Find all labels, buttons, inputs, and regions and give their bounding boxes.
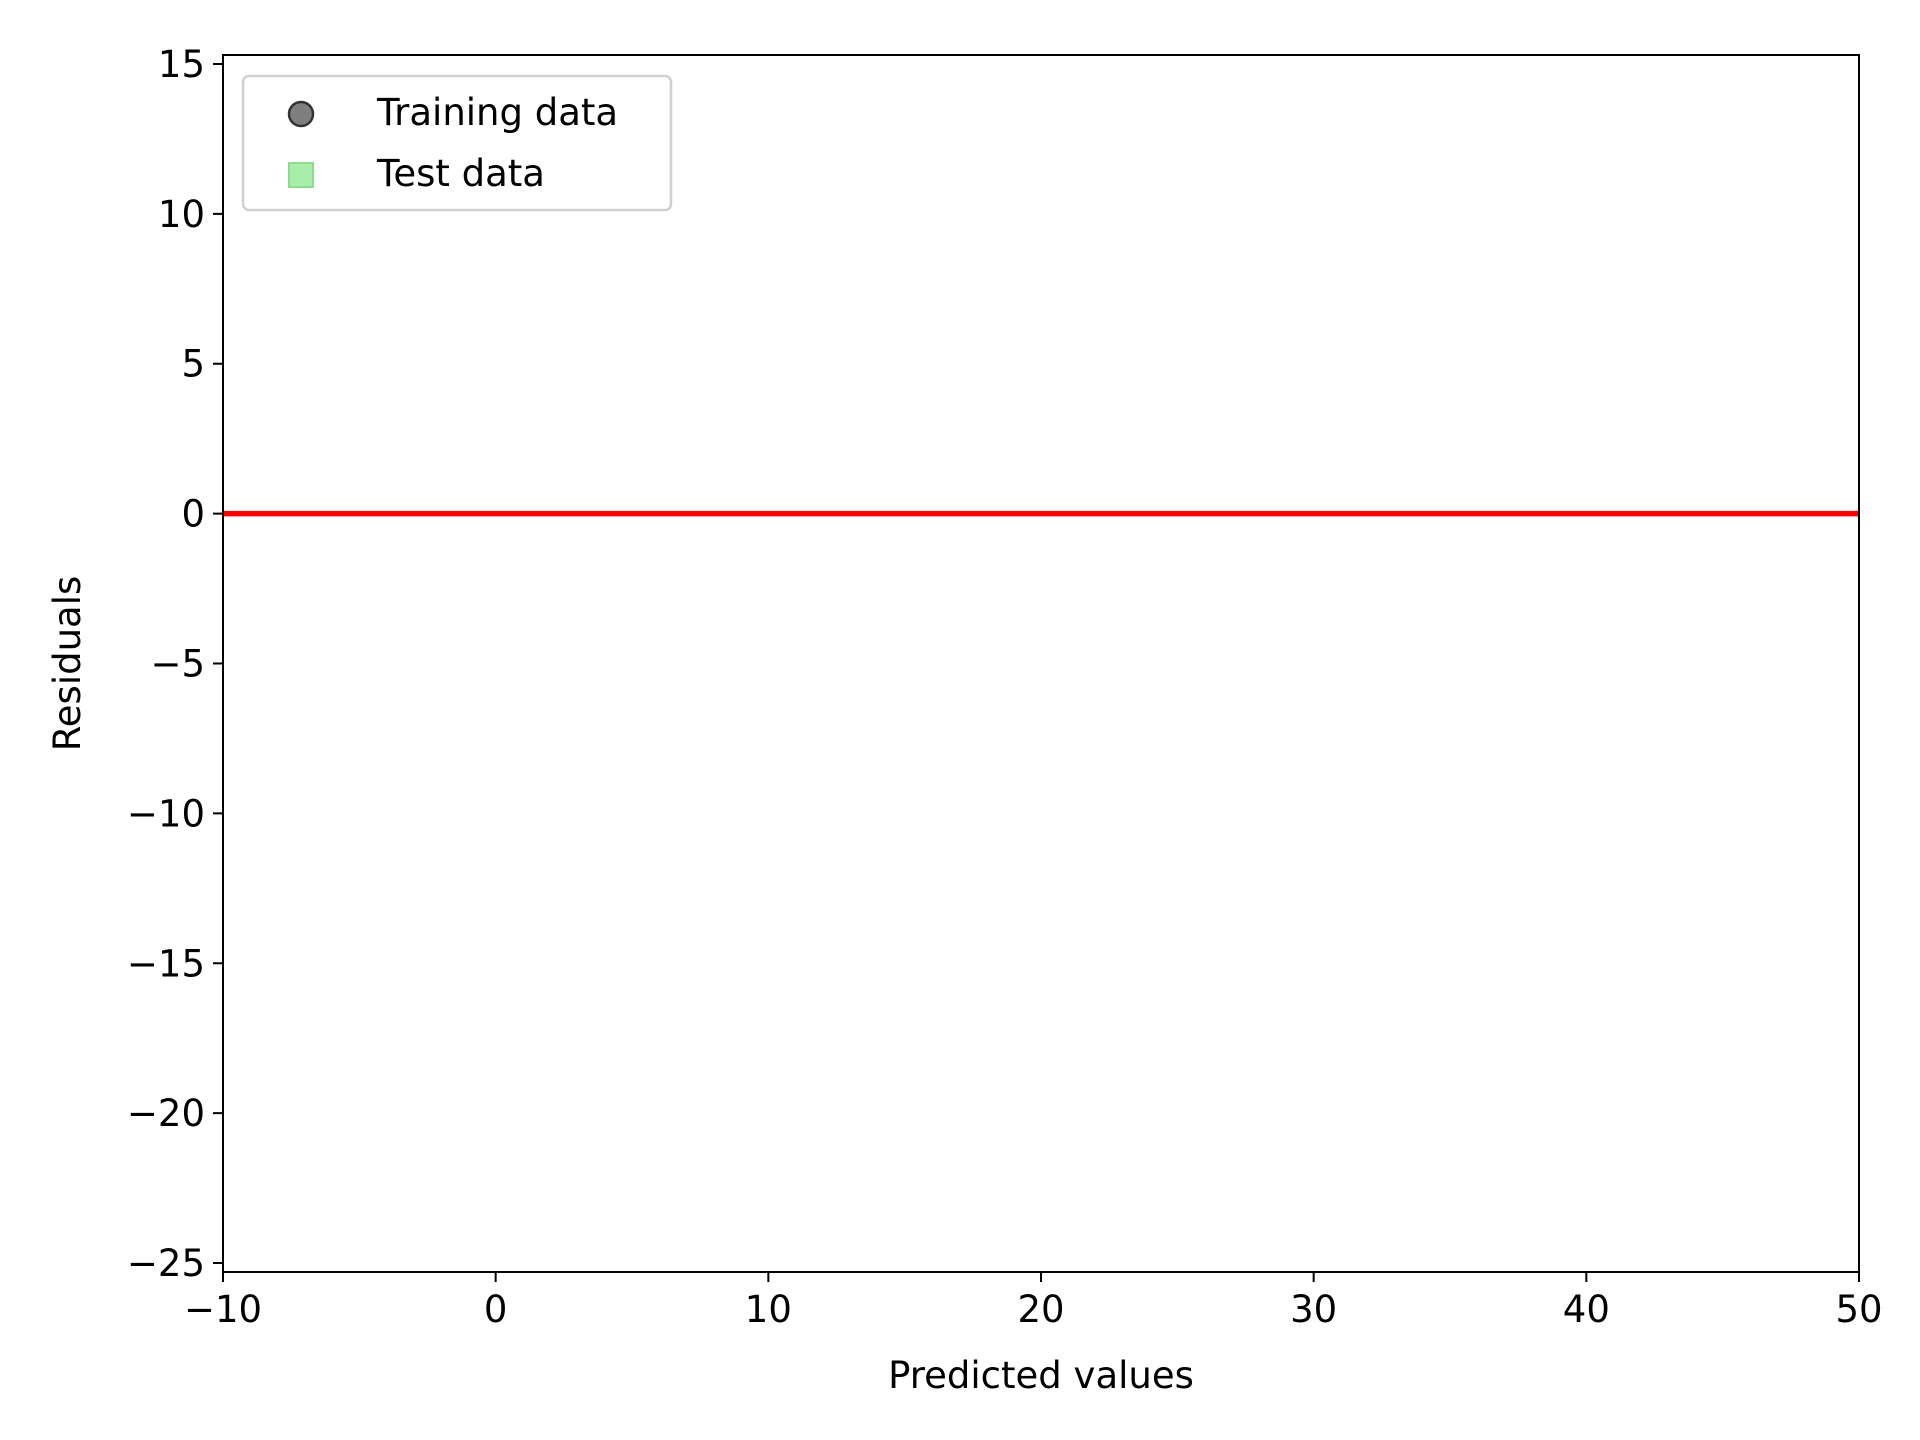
y-tick-label: −20 [127, 1092, 205, 1135]
y-axis-ticks: 15 10 5 0 −5 −10 −15 −20 −25 [127, 43, 223, 1285]
y-tick-label: 10 [158, 193, 205, 236]
legend-label-training-data: Training data [376, 91, 618, 134]
x-tick-label: 10 [745, 1288, 792, 1331]
x-tick-label: 50 [1835, 1288, 1882, 1331]
x-axis-label: Predicted values [888, 1354, 1194, 1397]
plot-area [223, 55, 1859, 1272]
y-tick-label: 15 [158, 43, 205, 86]
legend-marker-test-data [288, 162, 314, 188]
y-tick-label: −25 [127, 1242, 205, 1285]
legend: Training data Test data [241, 74, 673, 212]
legend-marker-training-data [287, 100, 315, 128]
y-tick-label: −10 [127, 792, 205, 835]
y-tick-label: −5 [150, 643, 205, 686]
x-tick-label: 40 [1563, 1288, 1610, 1331]
x-tick-label: 0 [484, 1288, 508, 1331]
legend-label-test-data: Test data [376, 152, 545, 195]
y-tick-label: −15 [127, 942, 205, 985]
x-tick-label: 30 [1290, 1288, 1337, 1331]
legend-box [241, 74, 673, 212]
y-axis-label: Residuals [46, 576, 89, 752]
y-tick-label: 5 [181, 343, 205, 386]
y-tick-label: 0 [181, 493, 205, 536]
x-axis-ticks: −10 0 10 20 30 40 50 [184, 1272, 1883, 1331]
x-tick-label: −10 [184, 1288, 262, 1331]
x-tick-label: 20 [1017, 1288, 1064, 1331]
